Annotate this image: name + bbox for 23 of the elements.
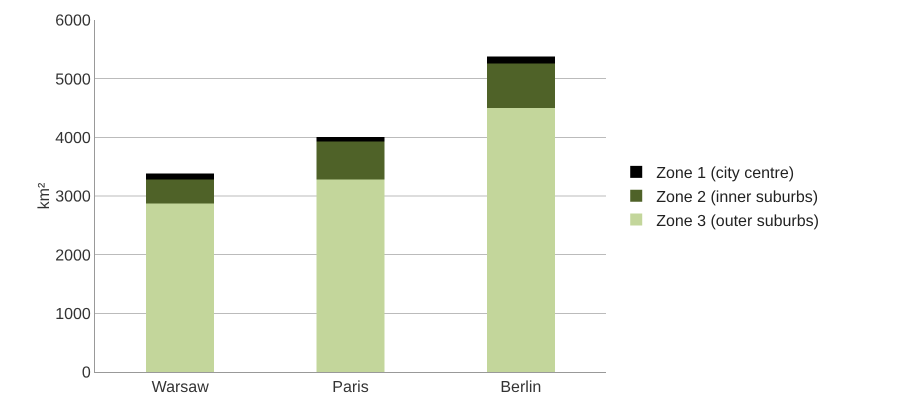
- x-tick-label: Berlin: [500, 379, 542, 396]
- legend-label: Zone 2 (inner suburbs): [656, 188, 818, 206]
- y-tick-label: 2000: [55, 247, 91, 264]
- y-tick-label: 1000: [55, 306, 91, 323]
- x-tick-label: Warsaw: [152, 379, 210, 396]
- bar: [486, 63, 555, 108]
- y-tick-label: 4000: [55, 130, 91, 147]
- bar: [316, 141, 385, 180]
- y-tick-label: 3000: [55, 188, 91, 206]
- y-tick-label: 0: [82, 364, 91, 382]
- legend-label: Zone 1 (city centre): [656, 165, 794, 182]
- y-axis-title: km²: [36, 182, 54, 210]
- legend-label: Zone 3 (outer suburbs): [656, 212, 819, 230]
- y-tick-label: 6000: [55, 12, 91, 30]
- y-tick-label: 5000: [55, 71, 91, 88]
- bar: [486, 56, 555, 64]
- bar: [316, 180, 385, 372]
- bar: [146, 174, 214, 180]
- bar: [146, 204, 214, 372]
- bar: [146, 180, 214, 204]
- bar: [486, 108, 555, 372]
- x-tick-label: Paris: [332, 379, 369, 396]
- bar: [316, 136, 385, 142]
